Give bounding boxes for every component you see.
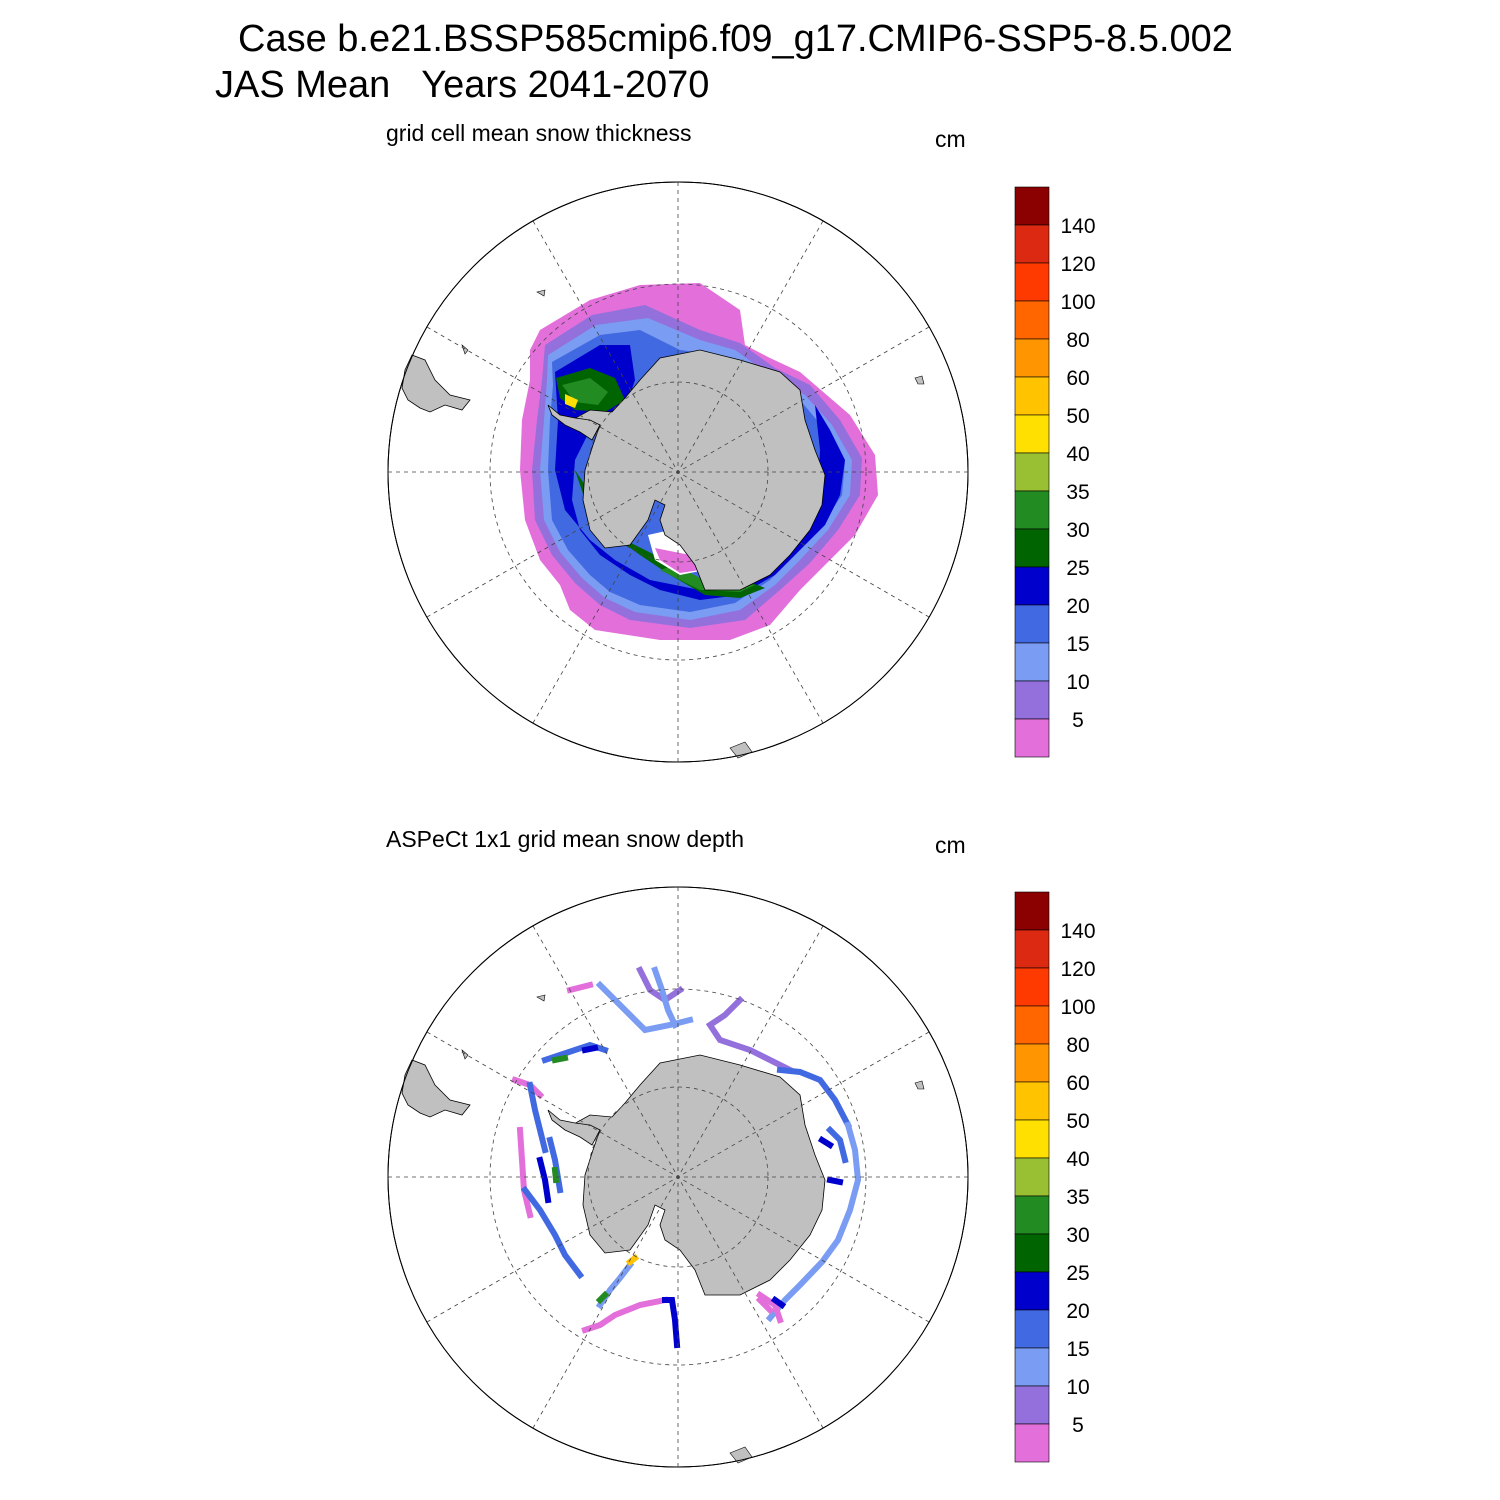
colorbar-tick-label: 40 [1066,1148,1089,1171]
colorbar-swatch [1014,566,1050,606]
ship-tracks [511,965,862,1349]
panel-2-unit: cm [935,832,966,858]
colorbar-tick-label: 140 [1060,920,1095,943]
colorbar-tick-label: 50 [1066,1110,1089,1133]
colorbar-swatch [1014,262,1050,302]
colorbar-swatch [1014,338,1050,378]
case-title: Case b.e21.BSSP585cmip6.f09_g17.CMIP6-SS… [238,18,1233,60]
colorbar-tick-label: 20 [1066,595,1089,618]
panel-1-unit: cm [935,126,966,152]
colorbar-swatch [1014,452,1050,492]
colorbar-swatch [1014,1195,1050,1235]
colorbar-tick-label: 20 [1066,1300,1089,1323]
colorbar-swatch [1014,376,1050,416]
colorbar-panel-2: 140 120 100 80 60 50 40 35 30 25 20 15 10 5 [1014,891,1096,1463]
colorbar-tick-label: 15 [1066,633,1089,656]
graticule [388,887,968,1467]
colorbar-swatch [1014,1043,1050,1083]
colorbar-tick-label: 80 [1066,1034,1089,1057]
colorbar-tick-label: 30 [1066,519,1089,542]
colorbar-tick-label: 100 [1060,291,1095,314]
colorbar-tick-label: 120 [1060,958,1095,981]
colorbar-tick-label: 60 [1066,367,1089,390]
colorbar-swatch [1014,414,1050,454]
colorbar-tick-label: 25 [1066,1262,1089,1285]
panel-2-subtitle: ASPeCt 1x1 grid mean snow depth [386,826,744,852]
colorbar-swatch [1014,642,1050,682]
colorbar-tick-label: 10 [1066,1376,1089,1399]
colorbar-tick-label: 50 [1066,405,1089,428]
colorbar-swatch [1014,1309,1050,1349]
colorbar-tick-label: 120 [1060,253,1095,276]
colorbar-tick-label: 5 [1072,709,1084,732]
colorbar-swatch [1014,1233,1050,1273]
south-america-land [401,1059,471,1118]
colorbar-tick-label: 5 [1072,1414,1084,1437]
colorbar-tick-label: 10 [1066,671,1089,694]
colorbar-tick-label: 80 [1066,329,1089,352]
colorbar-swatch [1014,680,1050,720]
colorbar-swatch [1014,224,1050,264]
colorbar-swatch [1014,967,1050,1007]
colorbar-swatch [1014,1005,1050,1045]
colorbar-swatch [1014,929,1050,969]
colorbar-tick-label: 15 [1066,1338,1089,1361]
colorbar-swatch [1014,1157,1050,1197]
panel-1-subtitle: grid cell mean snow thickness [386,120,692,146]
colorbar-swatch [1014,891,1050,931]
colorbar-swatch [1014,490,1050,530]
colorbar-swatch [1014,1271,1050,1311]
colorbar-tick-label: 30 [1066,1224,1089,1247]
colorbar-swatch [1014,1385,1050,1425]
colorbar-swatch [1014,300,1050,340]
period-title: JAS Mean Years 2041-2070 [215,64,710,106]
colorbar-swatch [1014,186,1050,226]
colorbar-swatch [1014,1081,1050,1121]
colorbar-swatch [1014,604,1050,644]
snow-band-40-50 [565,394,578,408]
colorbar-tick-label: 40 [1066,443,1089,466]
colorbar-panel-1: 140 120 100 80 60 50 40 35 30 25 20 15 10 5 [1014,186,1096,758]
colorbar-swatch [1014,1119,1050,1159]
graticule [388,182,968,762]
colorbar-swatch [1014,528,1050,568]
colorbar-swatch [1014,1423,1050,1463]
colorbar-tick-label: 35 [1066,1186,1089,1209]
colorbar-swatch [1014,718,1050,758]
colorbar-tick-label: 140 [1060,215,1095,238]
south-america-land [401,354,471,413]
colorbar-tick-label: 60 [1066,1072,1089,1095]
colorbar-tick-label: 25 [1066,557,1089,580]
colorbar-tick-label: 100 [1060,996,1095,1019]
map-panel-2 [387,886,969,1468]
map-panel-1 [387,181,969,763]
colorbar-swatch [1014,1347,1050,1387]
colorbar-tick-label: 35 [1066,481,1089,504]
